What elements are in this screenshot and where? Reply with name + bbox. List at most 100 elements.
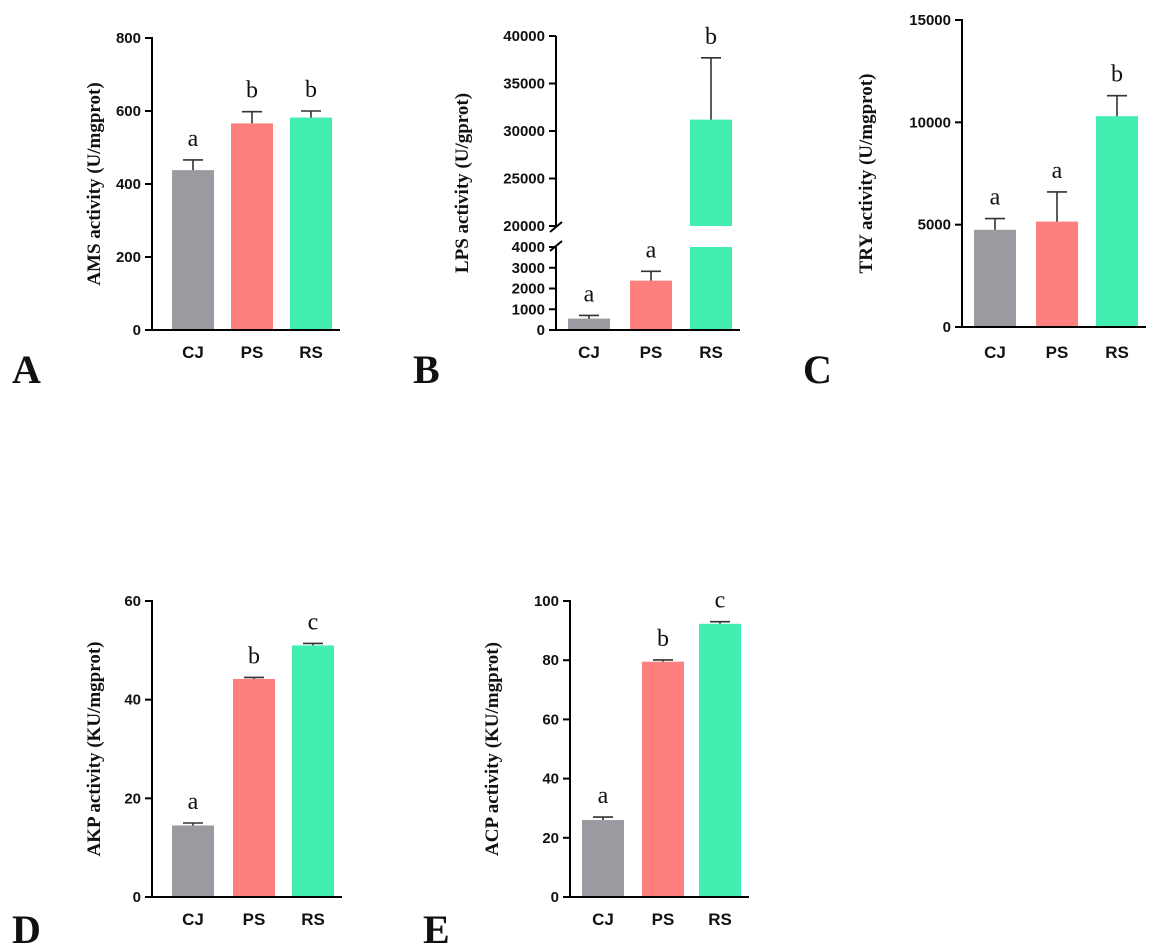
sig-label-d-ps: b xyxy=(248,643,260,669)
panel-label-c: C xyxy=(803,347,832,392)
panel-label-a: A xyxy=(12,347,41,392)
sig-label-e-rs: c xyxy=(715,588,726,614)
y-tick-label-c: 10000 xyxy=(909,114,951,131)
error-bar-d-cj xyxy=(183,822,203,826)
y-tick-label-b: 20000 xyxy=(503,218,545,235)
y-tick-label-b: 25000 xyxy=(503,171,545,188)
sig-label-c-rs: b xyxy=(1111,62,1123,88)
y-axis-title-a: AMS activity (U/mgprot) xyxy=(84,82,105,285)
category-label-a-rs: RS xyxy=(299,343,323,362)
panel-label-e: E xyxy=(423,907,450,947)
bar-b-cj xyxy=(568,318,610,330)
y-tick-label-d: 20 xyxy=(124,790,141,807)
bar-e-ps xyxy=(642,661,684,897)
panel-d: a CJ b PS c RS 0 20 40 60 AKP activity (KU/mgprot)… xyxy=(12,593,342,947)
error-bar-d-rs xyxy=(303,642,323,646)
sig-label-c-ps: a xyxy=(1052,158,1063,184)
y-tick-label-b: 3000 xyxy=(512,260,545,277)
y-axis-title-b: LPS activity (U/gprot) xyxy=(452,93,473,273)
sig-label-e-ps: b xyxy=(657,626,669,652)
y-tick-label-c: 5000 xyxy=(918,217,951,234)
y-tick-label-a: 600 xyxy=(116,103,141,120)
category-label-e-rs: RS xyxy=(708,910,732,929)
category-label-b-cj: CJ xyxy=(578,343,600,362)
y-axis-title-e: ACP activity (KU/mgprot) xyxy=(482,642,503,856)
y-tick-label-e: 0 xyxy=(551,889,559,906)
error-bar-a-rs xyxy=(301,110,321,118)
category-label-c-rs: RS xyxy=(1105,343,1129,362)
y-tick-label-e: 60 xyxy=(542,711,559,728)
y-tick-label-a: 800 xyxy=(116,30,141,47)
sig-label-a-rs: b xyxy=(305,77,317,103)
error-bar-b-ps xyxy=(641,270,661,281)
y-tick-label-e: 40 xyxy=(542,771,559,788)
error-bar-c-rs xyxy=(1107,94,1127,117)
y-tick-label-d: 0 xyxy=(133,889,141,906)
y-tick-label-a: 0 xyxy=(133,322,141,339)
sig-label-c-cj: a xyxy=(990,185,1001,211)
error-bar-b-rs xyxy=(701,57,721,120)
y-tick-label-c: 0 xyxy=(943,319,951,336)
bar-e-rs xyxy=(699,623,741,897)
category-label-b-rs: RS xyxy=(699,343,723,362)
y-tick-label-b: 30000 xyxy=(503,123,545,140)
error-bar-e-cj xyxy=(593,816,613,821)
panel-b: a CJ a PS b RS 0 1000 2000 3000 4000 20000 25000 3000… xyxy=(413,24,740,392)
bar-a-ps xyxy=(231,123,273,330)
y-tick-label-b: 40000 xyxy=(503,28,545,45)
y-tick-label-e: 100 xyxy=(534,593,559,610)
y-tick-label-b: 4000 xyxy=(512,239,545,256)
sig-label-b-rs: b xyxy=(705,24,717,50)
y-axis-title-c: TRY activity (U/mgprot) xyxy=(856,74,877,274)
error-bar-e-ps xyxy=(653,659,673,662)
bar-a-cj xyxy=(172,170,214,330)
sig-label-d-rs: c xyxy=(308,609,319,635)
y-tick-label-e: 20 xyxy=(542,830,559,847)
category-label-c-ps: PS xyxy=(1046,343,1069,362)
category-label-d-ps: PS xyxy=(243,910,266,929)
y-tick-label-c: 15000 xyxy=(909,12,951,29)
y-axis-title-d: AKP activity (KU/mgprot) xyxy=(84,642,105,857)
y-tick-label-b: 1000 xyxy=(512,301,545,318)
bar-b-rs-upper xyxy=(690,119,732,226)
sig-label-b-ps: a xyxy=(646,237,657,263)
sig-label-d-cj: a xyxy=(188,789,199,815)
bar-d-ps xyxy=(233,678,275,897)
category-label-e-cj: CJ xyxy=(592,910,614,929)
y-tick-label-a: 200 xyxy=(116,249,141,266)
bar-d-cj xyxy=(172,825,214,897)
panel-a: a CJ b PS b RS 0 200 400 600 800 AMS activity (U/mg… xyxy=(12,30,340,392)
y-tick-label-a: 400 xyxy=(116,176,141,193)
sig-label-a-cj: a xyxy=(188,126,199,152)
error-bar-d-ps xyxy=(244,676,264,679)
category-label-c-cj: CJ xyxy=(984,343,1006,362)
category-label-a-cj: CJ xyxy=(182,343,204,362)
bar-b-rs-lower xyxy=(690,247,732,330)
error-bar-c-cj xyxy=(985,217,1005,230)
sig-label-a-ps: b xyxy=(246,78,258,104)
panel-label-b: B xyxy=(413,347,440,392)
error-bar-a-cj xyxy=(183,159,203,171)
y-tick-label-d: 60 xyxy=(124,593,141,610)
category-label-a-ps: PS xyxy=(241,343,264,362)
error-bar-c-ps xyxy=(1047,191,1067,222)
category-label-b-ps: PS xyxy=(640,343,663,362)
y-tick-label-b: 35000 xyxy=(503,76,545,93)
panel-label-d: D xyxy=(12,907,41,947)
y-tick-label-b: 0 xyxy=(537,322,545,339)
y-tick-label-e: 80 xyxy=(542,652,559,669)
sig-label-e-cj: a xyxy=(598,783,609,809)
bar-e-cj xyxy=(582,820,624,897)
category-label-d-cj: CJ xyxy=(182,910,204,929)
error-bar-a-ps xyxy=(242,110,262,124)
sig-label-b-cj: a xyxy=(584,281,595,307)
bar-a-rs xyxy=(290,117,332,330)
category-label-d-rs: RS xyxy=(301,910,325,929)
y-tick-label-b: 2000 xyxy=(512,281,545,298)
category-label-e-ps: PS xyxy=(652,910,675,929)
bar-c-cj xyxy=(974,229,1016,327)
bar-c-ps xyxy=(1036,221,1078,327)
panel-e: a CJ b PS c RS 0 20 40 60 80 100 ACP activity (KU/mg… xyxy=(423,588,749,947)
bar-c-rs xyxy=(1096,116,1138,328)
